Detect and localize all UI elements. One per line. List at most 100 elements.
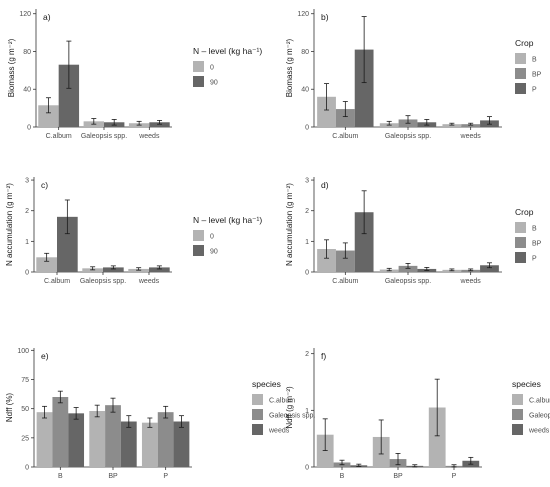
panel-label: e) xyxy=(41,351,49,361)
y-axis-label: N accumulation (g m⁻²) xyxy=(285,183,294,266)
legend-entry: BP xyxy=(532,72,542,79)
y-tick-label: 40 xyxy=(23,87,31,94)
legend-entry: P xyxy=(532,256,537,263)
legend-entry: B xyxy=(532,226,537,233)
legend-entry: C.album xyxy=(269,398,295,405)
bar xyxy=(141,422,158,467)
x-tick-label: BP xyxy=(108,473,118,480)
y-tick-label: 1 xyxy=(25,239,29,246)
x-tick-label: C.album xyxy=(332,133,358,140)
legend-key xyxy=(193,76,204,87)
x-tick-label: B xyxy=(58,473,63,480)
y-tick-label: 25 xyxy=(21,435,29,442)
bar xyxy=(36,257,57,272)
y-tick-label: 2 xyxy=(305,208,309,215)
panel-label: d) xyxy=(321,180,329,190)
bar xyxy=(149,267,170,272)
bar xyxy=(317,249,336,272)
legend-key xyxy=(515,252,526,263)
x-tick-label: Galeopsis spp. xyxy=(81,133,127,140)
y-axis-label: Ndff (%) xyxy=(5,393,14,423)
y-axis-label: N accumulation (g m⁻²) xyxy=(5,183,14,266)
legend-entry: 0 xyxy=(210,65,214,72)
legend-entry: P xyxy=(532,87,537,94)
y-tick-label: 0 xyxy=(25,270,29,277)
legend-title: N – level (kg ha⁻¹) xyxy=(193,215,262,225)
legend-entry: B xyxy=(532,57,537,64)
panel-a: 0 40 80 120 a) Biomass (g m⁻²) C.album Galeopsi… xyxy=(7,9,262,140)
y-tick-label: 40 xyxy=(301,87,309,94)
bar xyxy=(58,64,80,127)
y-tick-label: 80 xyxy=(301,49,309,56)
bar xyxy=(442,124,462,127)
panel-c: 0 1 2 3 c) N accumulation (g m⁻²) C.album Galeo… xyxy=(5,177,262,285)
bar xyxy=(317,96,336,127)
legend-key xyxy=(515,68,526,79)
legend: N – level (kg ha⁻¹) 0 90 xyxy=(193,215,262,256)
y-tick-label: 0 xyxy=(305,270,309,277)
y-tick-label: 2 xyxy=(305,351,309,358)
y-tick-label: 100 xyxy=(17,348,29,355)
legend-key xyxy=(193,245,204,256)
x-tick-label: weeds xyxy=(460,133,482,140)
y-tick-label: 1 xyxy=(305,408,309,415)
bar xyxy=(36,412,53,467)
y-tick-label: 120 xyxy=(297,11,309,18)
x-tick-label: weeds xyxy=(460,278,482,285)
x-tick-label: P xyxy=(163,473,168,480)
legend-entry: Galeopsis spp. xyxy=(529,413,550,420)
bar xyxy=(120,421,137,467)
panel-label: b) xyxy=(321,12,329,22)
legend-key xyxy=(515,83,526,94)
bar xyxy=(157,412,174,467)
legend-entry: 0 xyxy=(210,234,214,241)
y-tick-label: 50 xyxy=(21,406,29,413)
bar xyxy=(335,109,355,127)
bar xyxy=(480,265,499,272)
legend: Crop B BP P xyxy=(515,207,542,263)
x-tick-label: BP xyxy=(393,473,403,480)
x-tick-label: weeds xyxy=(138,133,160,140)
legend-title: N – level (kg ha⁻¹) xyxy=(193,46,262,56)
bar xyxy=(103,267,124,272)
bar xyxy=(428,407,446,467)
bar xyxy=(461,124,481,127)
bar xyxy=(354,212,374,272)
bar xyxy=(354,49,374,128)
y-tick-label: 1 xyxy=(305,239,309,246)
bar xyxy=(57,216,78,272)
legend-key xyxy=(193,230,204,241)
panel-d: 0 1 2 3 d) N accumulation (g m⁻²) C.album Galeo… xyxy=(285,177,542,285)
bar xyxy=(335,250,355,272)
y-axis-label: Ndff (g m⁻²) xyxy=(285,386,294,429)
y-tick-label: 0 xyxy=(25,465,29,472)
bar xyxy=(89,411,106,467)
legend-title: Crop xyxy=(515,207,534,217)
x-tick-label: weeds xyxy=(138,278,160,285)
legend: N – level (kg ha⁻¹) 0 90 xyxy=(193,46,262,87)
legend-key xyxy=(252,409,263,420)
y-tick-label: 3 xyxy=(25,178,29,185)
x-tick-label: C.album xyxy=(44,278,70,285)
x-tick-label: C.album xyxy=(46,133,72,140)
legend-key xyxy=(252,424,263,435)
legend-key xyxy=(512,424,523,435)
x-tick-label: Galeopsis spp. xyxy=(385,278,431,285)
legend: species C.album Galeopsis spp. weeds xyxy=(512,379,550,435)
y-tick-label: 0 xyxy=(27,125,31,132)
panel-b: 0 40 80 120 b) Biomass (g m⁻²) C.album Galeopsi… xyxy=(285,9,542,140)
y-tick-label: 80 xyxy=(23,49,31,56)
x-tick-label: C.album xyxy=(332,278,358,285)
bar xyxy=(38,105,59,127)
panel-label: c) xyxy=(41,180,48,190)
legend-key xyxy=(515,237,526,248)
bar xyxy=(52,397,69,467)
bar xyxy=(105,405,121,467)
legend-key xyxy=(512,409,523,420)
legend-key xyxy=(515,222,526,233)
y-axis-label: Biomass (g m⁻²) xyxy=(7,38,16,97)
x-tick-label: Galeopsis spp. xyxy=(80,278,126,285)
legend: Crop B BP P xyxy=(515,38,542,94)
